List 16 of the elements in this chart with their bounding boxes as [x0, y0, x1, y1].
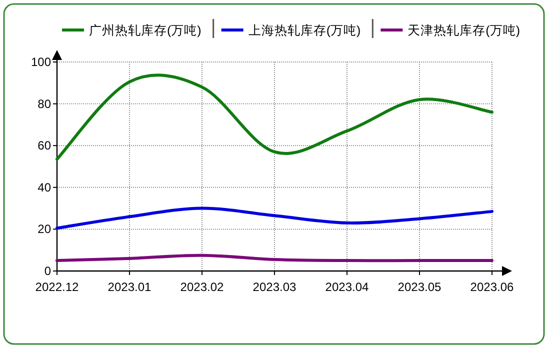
x-tick-label: 2023.01 [108, 280, 152, 294]
y-tick-label: 60 [38, 138, 52, 153]
y-tick-label: 40 [38, 180, 52, 194]
legend-label: 上海热轧库存(万吨) [248, 24, 361, 38]
y-tick-label: 80 [38, 96, 52, 111]
legend-label: 天津热轧库存(万吨) [408, 24, 520, 38]
x-tick-label: 2023.03 [252, 280, 297, 294]
x-tick-label: 2023.02 [180, 280, 224, 294]
x-tick-label: 2023.05 [398, 280, 442, 294]
x-tick-label: 2023.04 [325, 280, 370, 294]
y-tick-label: 20 [38, 222, 52, 236]
x-tick-label: 2022.12 [35, 280, 80, 294]
y-tick-label: 100 [30, 55, 52, 69]
x-tick-label: 2023.06 [470, 280, 514, 294]
legend-label: 广州热轧库存(万吨) [89, 24, 202, 38]
y-tick-label: 0 [44, 264, 52, 278]
